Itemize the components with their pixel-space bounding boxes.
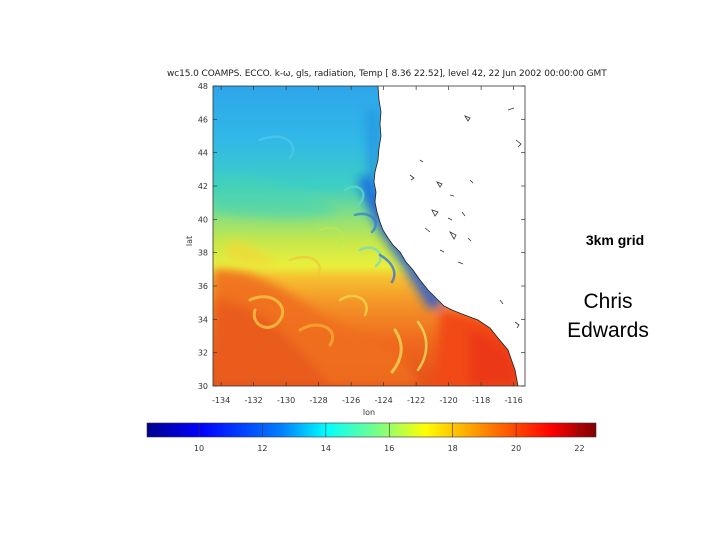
y-tick-label: 38 xyxy=(198,249,208,258)
y-tick-label: 42 xyxy=(198,182,208,191)
colorbar-tick-label: 16 xyxy=(384,444,394,453)
x-tick-label: -120 xyxy=(440,396,458,405)
land-mass xyxy=(374,86,525,386)
x-tick-label: -126 xyxy=(342,396,360,405)
y-tick-label: 44 xyxy=(198,149,208,158)
y-tick-label: 34 xyxy=(198,315,208,324)
colorbar xyxy=(146,422,597,438)
y-tick-label: 32 xyxy=(198,349,208,358)
inland-features xyxy=(409,107,522,329)
colorbar-tick-label: 14 xyxy=(321,444,331,453)
y-tick-label: 46 xyxy=(198,115,208,124)
map-frame xyxy=(212,85,526,387)
colorbar-tick-label: 12 xyxy=(257,444,267,453)
colorbar-tick-label: 18 xyxy=(448,444,458,453)
author-last-name: Edwards xyxy=(567,319,649,342)
colorbar-tick-label: 10 xyxy=(194,444,204,453)
y-axis: 48 46 44 42 40 38 36 34 32 30 xyxy=(198,82,525,391)
colorbar-ticks: 10 12 14 16 18 20 22 xyxy=(194,423,585,453)
x-axis-label: lon xyxy=(363,408,375,417)
x-tick-label: -132 xyxy=(245,396,263,405)
x-tick-label: -116 xyxy=(505,396,523,405)
y-tick-label: 40 xyxy=(198,215,208,224)
author-first-name: Chris xyxy=(583,290,633,313)
grid-resolution-label: 3km grid xyxy=(585,232,645,248)
colorbar-tick-label: 20 xyxy=(511,444,521,453)
colorbar-tick-label: 22 xyxy=(574,444,584,453)
y-axis-label: lat xyxy=(185,236,194,246)
y-tick-label: 36 xyxy=(198,282,208,291)
x-tick-label: -124 xyxy=(375,396,393,405)
x-tick-label: -118 xyxy=(472,396,490,405)
author-name: Chris Edwards xyxy=(548,287,668,345)
y-tick-label: 30 xyxy=(198,382,208,391)
y-tick-label: 48 xyxy=(198,82,208,91)
x-tick-label: -122 xyxy=(407,396,425,405)
plot-title: wc15.0 COAMPS. ECCO. k-ω, gls, radiation… xyxy=(167,69,607,79)
x-tick-label: -128 xyxy=(310,396,328,405)
x-tick-label: -130 xyxy=(277,396,295,405)
sst-field xyxy=(213,86,525,386)
x-axis: -134 -132 -130 -128 -126 -124 -122 -120 -118 -116 xyxy=(212,86,523,405)
x-tick-label: -134 xyxy=(212,396,230,405)
